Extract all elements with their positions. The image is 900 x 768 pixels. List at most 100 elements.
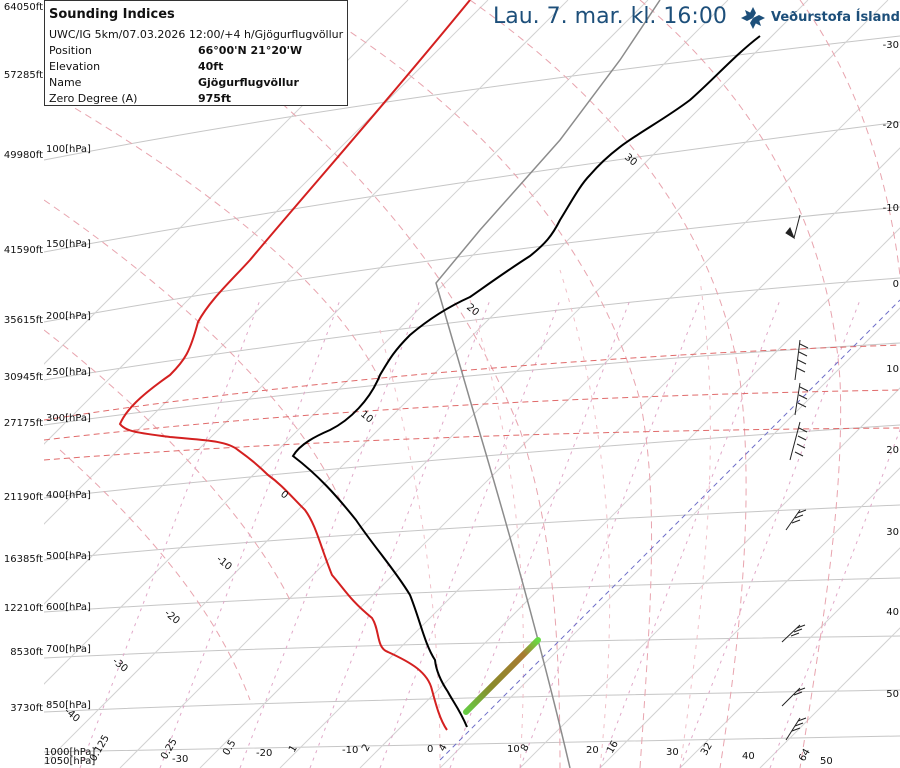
isobar-line: [44, 206, 900, 323]
isobar-line: [44, 635, 900, 659]
parcel-path: [435, 0, 661, 768]
dry-adiabats: [44, 0, 900, 768]
info-row-label: Name: [49, 76, 82, 89]
isotherm-label: -20: [162, 608, 182, 627]
pressure-label: 250[hPa]: [46, 367, 91, 378]
isotherm-label: -10: [214, 554, 234, 573]
temperature-axis-label: 30: [666, 747, 679, 758]
right-axis-label: 0: [893, 279, 899, 290]
info-row-position: Position 66°00'N 21°20'W: [49, 44, 345, 60]
profiles: [118, 0, 761, 768]
height-label: 30945ft: [4, 372, 43, 383]
pressure-label: 850[hPa]: [46, 700, 91, 711]
bottom-axis: -30 -20 -10 0 10 20 30 40 50: [172, 744, 833, 767]
isotherm-line: [44, 0, 809, 765]
temperature-axis-label: -30: [172, 754, 188, 765]
isotherm-line: [44, 0, 489, 445]
height-label: 41590ft: [4, 245, 43, 256]
height-label: 8530ft: [10, 647, 43, 658]
isotherm-line: [199, 67, 900, 768]
isobar-line: [44, 577, 900, 613]
right-axis-label: 40: [886, 607, 899, 618]
temperature-axis-label: -20: [256, 748, 272, 759]
info-row-value: 975ft: [198, 92, 232, 105]
mixing-ratio-label: 0.5: [221, 738, 238, 757]
pressure-label: 500[hPa]: [46, 551, 91, 562]
info-row-label: Elevation: [49, 60, 101, 73]
isotherm-label: 20: [464, 302, 481, 319]
wind-barb-icon: [794, 382, 809, 416]
isotherm-line: [44, 0, 409, 365]
mixing-ratio-line: [679, 299, 861, 768]
temperature-axis-label: 10: [507, 744, 520, 755]
right-axis-label: -20: [883, 120, 899, 131]
mixing-ratio-line: [379, 299, 561, 768]
info-row-elevation: Elevation 40ft: [49, 60, 345, 76]
isotherm-line: [44, 0, 649, 605]
info-row-value: 66°00'N 21°20'W: [198, 44, 303, 57]
stability-layers: [44, 344, 900, 461]
height-label: 64050ft: [4, 2, 43, 13]
wind-barb-icon: [785, 509, 807, 531]
isotherm-line: [359, 227, 900, 768]
isobars: [44, 35, 900, 753]
right-axis-label: 30: [886, 527, 899, 538]
moist-adiabat: [559, 269, 611, 768]
dry-adiabat: [469, 0, 747, 768]
moist-adiabat: [379, 329, 441, 768]
pressure-label: 200[hPa]: [46, 311, 91, 322]
dry-adiabat: [639, 0, 842, 768]
right-axis-label: -10: [883, 203, 899, 214]
snowflake-logo-icon: [741, 7, 765, 29]
dewpoint-profile: [118, 0, 471, 731]
right-axis-label: 10: [886, 364, 899, 375]
wind-barb-icon: [785, 717, 807, 741]
mixing-ratio-line: [769, 428, 900, 768]
forecast-time-title: Lau. 7. mar. kl. 16:00: [493, 4, 727, 29]
info-box-subtitle: UWC/IG 5km/07.03.2026 12:00/+4 h/Gjögurf…: [49, 28, 344, 41]
isotherm-line: [439, 307, 900, 768]
sounding-indices-box: Sounding Indices UWC/IG 5km/07.03.2026 1…: [44, 0, 348, 106]
pressure-label: 1050[hPa]: [44, 756, 95, 767]
isotherm-line: [519, 387, 900, 768]
info-row-value: Gjögurflugvöllur: [198, 76, 299, 89]
wind-barb-icon: [781, 624, 806, 643]
mixing-ratio-line: [79, 299, 261, 768]
isotherm-line: [119, 0, 889, 768]
isotherm-line: [679, 547, 900, 768]
mixing-ratio-lines: [79, 299, 900, 768]
height-label: 27175ft: [4, 418, 43, 429]
dry-adiabat: [799, 0, 900, 281]
isotherm-label: 30: [622, 152, 639, 169]
pressure-label: 150[hPa]: [46, 239, 91, 250]
right-axis-label: 50: [886, 689, 899, 700]
pressure-label: 600[hPa]: [46, 602, 91, 613]
dry-adiabat: [44, 199, 341, 501]
isotherm-line: [759, 627, 900, 768]
temperature-axis-label: -10: [342, 745, 358, 756]
mixing-ratio-line: [159, 299, 341, 768]
isotherm-label: -30: [110, 656, 130, 675]
isotherm-line: [279, 147, 900, 768]
isobar-line: [44, 424, 900, 499]
info-row-label: Zero Degree (A): [49, 92, 138, 105]
boundary-layer-segment: [463, 637, 541, 715]
right-axis-label: -30: [883, 40, 899, 51]
mixing-ratio-label: 4: [437, 742, 450, 753]
wind-barbs: [781, 214, 809, 741]
height-label: 21190ft: [4, 492, 43, 503]
moist-adiabat: [679, 279, 711, 768]
layer-line: [44, 389, 900, 441]
pressure-label: 300[hPa]: [46, 413, 91, 424]
isobar-line: [44, 35, 900, 161]
mixing-ratio-label: 32: [699, 741, 715, 758]
isotherm-line: [44, 0, 569, 525]
dry-adiabat: [149, 0, 561, 768]
temperature-axis-label: 50: [820, 756, 833, 767]
temperature-axis-label: 40: [742, 751, 755, 762]
info-box-title: Sounding Indices: [49, 7, 175, 22]
height-label: 49980ft: [4, 150, 43, 161]
isotherm-labels: 30 20 10 0 -10 -20 -30 -40: [62, 152, 639, 725]
